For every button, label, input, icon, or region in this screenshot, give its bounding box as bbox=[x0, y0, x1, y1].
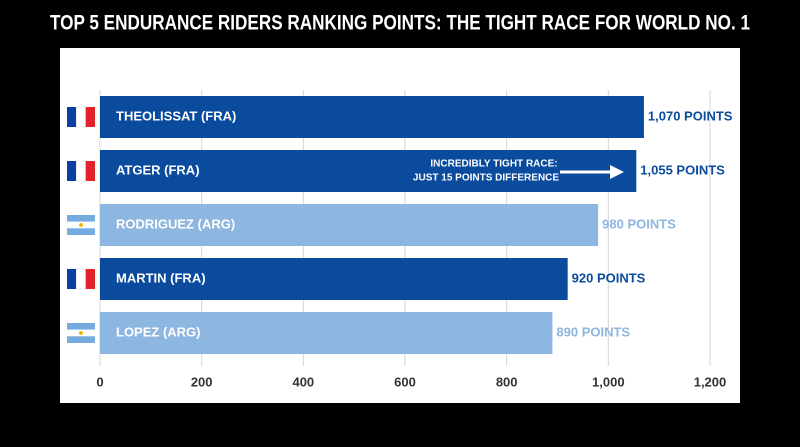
x-tick-label: 0 bbox=[96, 374, 103, 389]
x-tick-label: 800 bbox=[496, 374, 518, 389]
annotation-arrow bbox=[560, 165, 624, 179]
bar bbox=[100, 150, 637, 192]
x-tick-label: 1,000 bbox=[592, 374, 625, 389]
bar-label: ATGER (FRA) bbox=[116, 162, 200, 177]
value-label: 1,070 POINTS bbox=[648, 108, 733, 123]
x-tick-label: 200 bbox=[191, 374, 213, 389]
value-label: 890 POINTS bbox=[556, 324, 630, 339]
flag-arg bbox=[67, 215, 95, 235]
value-label: 1,055 POINTS bbox=[640, 162, 725, 177]
annotation-text: JUST 15 POINTS DIFFERENCE bbox=[413, 173, 559, 184]
x-tick-label: 600 bbox=[394, 374, 416, 389]
bar-label: RODRIGUEZ (ARG) bbox=[116, 216, 235, 231]
bar-label: THEOLISSAT (FRA) bbox=[116, 108, 236, 123]
flag-fra bbox=[67, 160, 95, 182]
value-label: 920 POINTS bbox=[572, 270, 646, 285]
value-label: 980 POINTS bbox=[602, 216, 676, 231]
bar bbox=[100, 96, 644, 138]
bar bbox=[100, 312, 553, 354]
bar-label: LOPEZ (ARG) bbox=[116, 324, 201, 339]
bar bbox=[100, 204, 599, 246]
flag-arg bbox=[67, 323, 95, 343]
flag-fra bbox=[67, 106, 95, 128]
flag-fra bbox=[67, 268, 95, 290]
chart-title: TOP 5 ENDURANCE RIDERS RANKING POINTS: T… bbox=[50, 12, 750, 35]
x-tick-label: 400 bbox=[292, 374, 314, 389]
annotation-text: INCREDIBLY TIGHT RACE: bbox=[430, 159, 557, 170]
bar bbox=[100, 258, 568, 300]
x-tick-label: 1,200 bbox=[694, 374, 727, 389]
bar-label: MARTIN (FRA) bbox=[116, 270, 206, 285]
